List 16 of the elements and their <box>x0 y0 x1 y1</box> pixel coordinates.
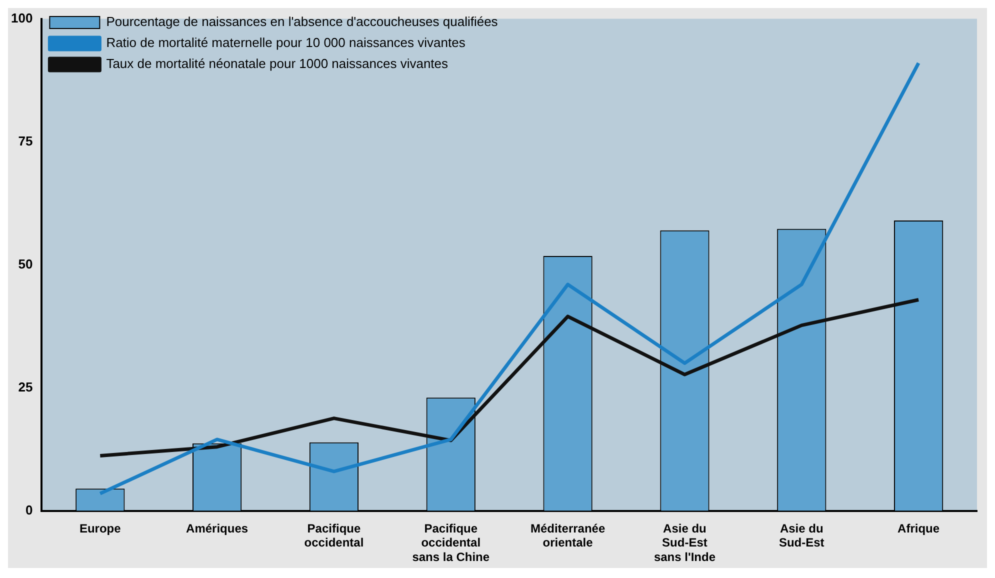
x-tick-label: Afrique <box>898 521 940 536</box>
x-tick-label: Méditerranée orientale <box>530 521 606 550</box>
legend-label: Pourcentage de naissances en l'absence d'accoucheuses qualifiées <box>106 14 498 30</box>
x-tick-label: Asie du Sud-Est <box>778 521 824 550</box>
y-tick-label: 75 <box>18 133 33 148</box>
x-tick-label: Asie du Sud-Est sans l'Inde <box>654 521 716 564</box>
x-tick-label: Amériques <box>186 521 248 536</box>
y-tick-label: 0 <box>25 502 33 518</box>
x-tick-label: Pacifique occidental <box>304 521 364 550</box>
x-tick-label: Europe <box>79 521 122 536</box>
y-tick-label: 25 <box>18 379 33 394</box>
y-tick-label: 100 <box>10 10 33 26</box>
y-tick-label: 50 <box>18 256 33 272</box>
legend-label: Ratio de mortalité maternelle pour 10 000 naissances vivantes <box>106 35 466 50</box>
x-tick-label: Pacifique occidental sans la Chine <box>412 521 490 564</box>
legend-label: Taux de mortalité néonatale pour 1000 naissances vivantes <box>106 56 449 72</box>
